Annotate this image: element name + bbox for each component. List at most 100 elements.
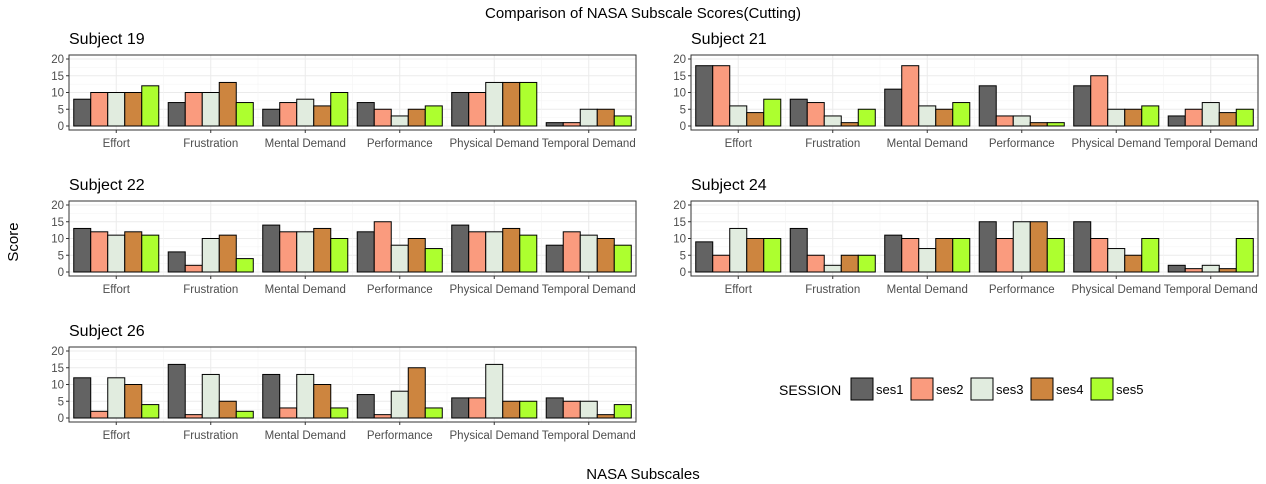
bar-subject-21-physical-demand-ses1 — [1073, 85, 1092, 127]
panel-title: Subject 26 — [69, 323, 145, 340]
bar-subject-24-performance-ses3 — [1012, 221, 1031, 273]
bar-subject-22-physical-demand-ses2 — [468, 231, 487, 273]
bar-subject-26-mental-demand-ses3 — [296, 373, 315, 419]
bar-subject-22-effort-ses2 — [90, 231, 109, 273]
bar-subject-22-effort-ses4 — [124, 231, 143, 273]
x-tick-label: Effort — [725, 284, 753, 296]
bar-subject-21-frustration-ses4 — [840, 122, 859, 127]
y-tick-label: 5 — [680, 250, 686, 262]
bar-subject-22-performance-ses2 — [373, 221, 392, 273]
y-tick-label: 5 — [58, 250, 64, 262]
bar-subject-24-mental-demand-ses3 — [918, 248, 937, 273]
bar-subject-21-temporal-demand-ses1 — [1167, 115, 1186, 127]
panel-subject-24: Subject 24 0 5 10 15 20 Effort Frustration Menta… — [673, 177, 1259, 296]
bar-subject-24-effort-ses1 — [695, 241, 714, 273]
bar-subject-24-temporal-demand-ses4 — [1218, 268, 1237, 273]
bar-subject-22-mental-demand-ses5 — [330, 238, 349, 273]
y-tick-label: 10 — [673, 88, 686, 100]
facet-panels: Subject 19 0 5 10 15 20 Effort Frustration Menta… — [51, 31, 1259, 442]
bar-subject-26-physical-demand-ses1 — [451, 397, 470, 419]
bar-subject-21-temporal-demand-ses5 — [1235, 108, 1254, 127]
x-tick-label: Frustration — [183, 138, 238, 150]
bar-subject-26-temporal-demand-ses2 — [562, 400, 581, 419]
bar-subject-22-temporal-demand-ses2 — [562, 231, 581, 273]
x-tick-label: Temporal Demand — [542, 284, 636, 296]
x-tick-label: Performance — [989, 138, 1055, 150]
legend-title: SESSION — [779, 382, 841, 398]
bar-subject-26-performance-ses4 — [407, 367, 426, 419]
bar-subject-24-physical-demand-ses2 — [1090, 238, 1109, 273]
bar-subject-24-physical-demand-ses5 — [1141, 238, 1160, 273]
legend: SESSION ses1 ses2 ses3 ses4 ses5 — [779, 377, 1143, 401]
bar-subject-24-effort-ses2 — [712, 254, 731, 273]
y-tick-label: 15 — [51, 363, 64, 375]
bar-subject-21-performance-ses2 — [995, 115, 1014, 127]
bar-subject-19-frustration-ses3 — [201, 92, 220, 127]
bar-subject-26-temporal-demand-ses5 — [613, 404, 632, 419]
legend-label-ses1: ses1 — [876, 382, 903, 397]
x-tick-label: Frustration — [805, 284, 860, 296]
bar-subject-21-temporal-demand-ses3 — [1201, 102, 1220, 127]
y-tick-label: 20 — [51, 346, 64, 358]
x-tick-label: Mental Demand — [265, 430, 346, 442]
bar-subject-21-effort-ses3 — [729, 105, 748, 127]
y-tick-label: 0 — [58, 267, 64, 279]
bar-subject-19-performance-ses5 — [424, 105, 443, 127]
bar-subject-26-temporal-demand-ses3 — [579, 400, 598, 419]
panel-title: Subject 22 — [69, 177, 145, 194]
bar-subject-26-performance-ses3 — [390, 390, 409, 419]
y-tick-label: 0 — [58, 121, 64, 133]
bar-subject-24-mental-demand-ses4 — [935, 238, 954, 273]
bar-subject-19-frustration-ses2 — [184, 92, 203, 127]
bar-subject-22-frustration-ses1 — [167, 251, 186, 273]
bar-subject-24-frustration-ses5 — [857, 254, 876, 273]
bar-subject-22-frustration-ses3 — [201, 238, 220, 273]
bar-subject-22-effort-ses1 — [73, 227, 92, 273]
bar-subject-24-frustration-ses3 — [823, 264, 842, 273]
panel-title: Subject 21 — [691, 31, 767, 48]
x-tick-label: Frustration — [183, 430, 238, 442]
bar-subject-19-temporal-demand-ses3 — [579, 108, 598, 127]
y-tick-label: 15 — [673, 71, 686, 83]
y-tick-label: 0 — [680, 121, 686, 133]
y-tick-label: 10 — [673, 234, 686, 246]
bar-subject-19-physical-demand-ses3 — [485, 81, 504, 127]
y-tick-label: 10 — [51, 234, 64, 246]
bar-subject-19-physical-demand-ses2 — [468, 92, 487, 127]
legend-label-ses2: ses2 — [936, 382, 963, 397]
bar-subject-24-mental-demand-ses5 — [952, 238, 971, 273]
bar-subject-24-temporal-demand-ses5 — [1235, 238, 1254, 273]
legend-key-ses5 — [1090, 377, 1114, 401]
bar-subject-26-physical-demand-ses2 — [468, 397, 487, 419]
bar-subject-24-performance-ses5 — [1046, 238, 1065, 273]
bar-subject-26-physical-demand-ses5 — [519, 400, 538, 419]
bar-subject-19-frustration-ses5 — [235, 102, 254, 127]
bar-subject-26-performance-ses1 — [356, 394, 375, 419]
bar-subject-21-performance-ses4 — [1029, 122, 1048, 127]
panel-subject-19: Subject 19 0 5 10 15 20 Effort Frustration Menta… — [51, 31, 637, 150]
x-tick-label: Frustration — [805, 138, 860, 150]
panel-subject-26: Subject 26 0 5 10 15 20 Effort Frustration Menta… — [51, 323, 637, 442]
bar-subject-19-temporal-demand-ses5 — [613, 115, 632, 127]
bar-subject-26-effort-ses5 — [141, 404, 160, 419]
bar-subject-26-effort-ses2 — [90, 410, 109, 419]
bar-subject-21-mental-demand-ses4 — [935, 108, 954, 127]
bar-subject-21-physical-demand-ses3 — [1107, 108, 1126, 127]
bar-subject-21-frustration-ses1 — [789, 98, 808, 127]
y-tick-label: 0 — [58, 413, 64, 425]
bar-subject-22-mental-demand-ses3 — [296, 231, 315, 273]
bar-subject-22-performance-ses1 — [356, 231, 375, 273]
bar-subject-26-effort-ses3 — [107, 377, 126, 419]
bar-subject-19-mental-demand-ses1 — [262, 108, 281, 127]
bar-subject-26-mental-demand-ses2 — [279, 407, 298, 419]
y-tick-label: 20 — [673, 200, 686, 212]
bar-subject-24-temporal-demand-ses3 — [1201, 264, 1220, 273]
bar-subject-19-frustration-ses4 — [218, 81, 237, 127]
bar-subject-24-frustration-ses2 — [806, 254, 825, 273]
bar-subject-24-effort-ses4 — [746, 238, 765, 273]
bar-subject-21-physical-demand-ses5 — [1141, 105, 1160, 127]
bar-subject-21-effort-ses1 — [695, 65, 714, 127]
bar-subject-24-physical-demand-ses1 — [1073, 221, 1092, 273]
bar-subject-24-effort-ses5 — [763, 238, 782, 273]
y-tick-label: 20 — [673, 54, 686, 66]
